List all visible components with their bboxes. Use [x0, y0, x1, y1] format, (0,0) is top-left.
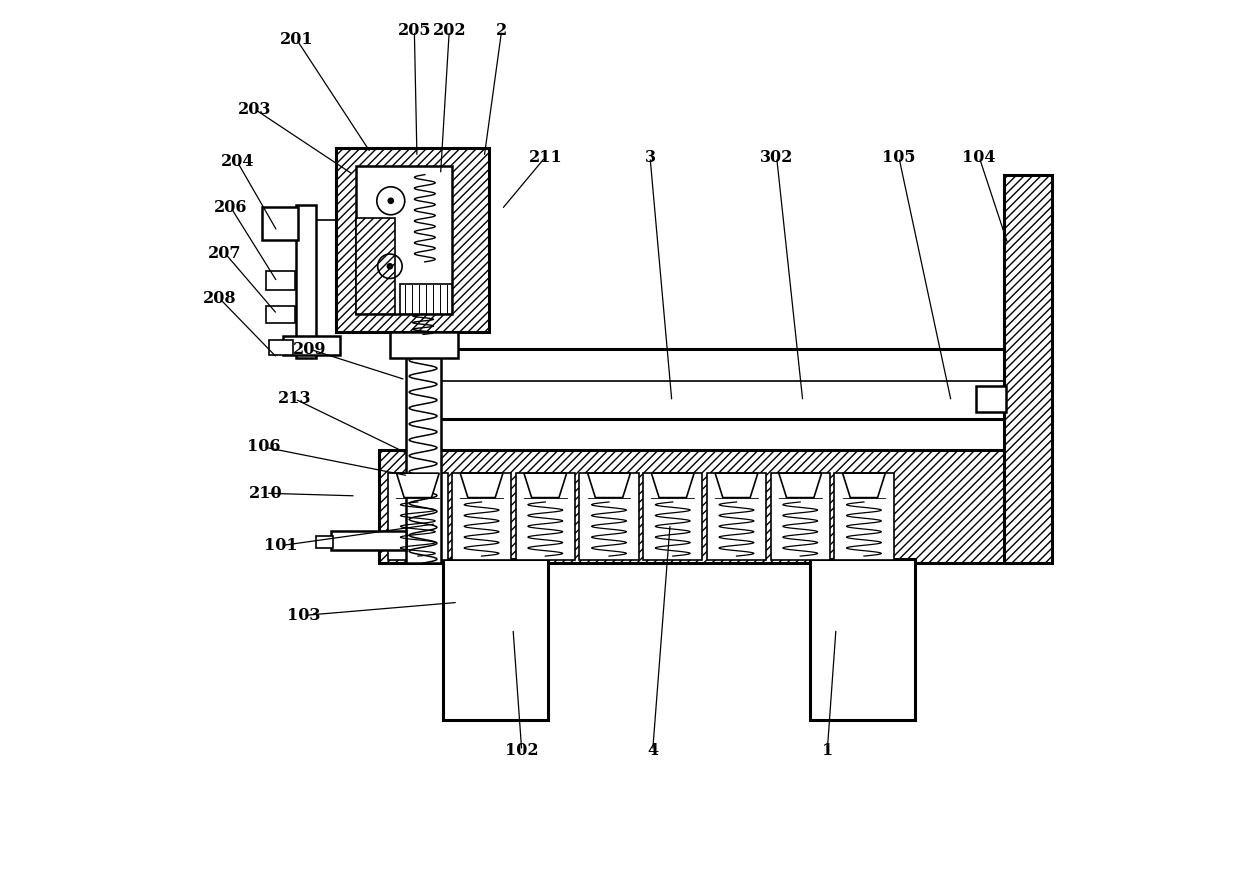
- Text: 3: 3: [644, 148, 655, 166]
- Bar: [356, 218, 395, 314]
- Text: 106: 106: [247, 438, 280, 456]
- Polygon shape: [652, 473, 694, 498]
- Text: 209: 209: [292, 340, 326, 358]
- Bar: [834, 473, 893, 560]
- Text: 211: 211: [528, 148, 563, 166]
- Text: 1: 1: [821, 742, 833, 760]
- Polygon shape: [779, 473, 821, 498]
- Bar: [399, 284, 452, 314]
- Bar: [316, 536, 333, 548]
- Bar: [515, 473, 575, 560]
- Bar: [266, 271, 295, 290]
- Bar: [422, 349, 1004, 419]
- Polygon shape: [587, 473, 631, 498]
- Bar: [580, 473, 639, 560]
- Polygon shape: [715, 473, 758, 498]
- Bar: [975, 386, 1006, 412]
- Text: 4: 4: [647, 742, 658, 760]
- Bar: [269, 340, 292, 355]
- Text: 202: 202: [432, 22, 466, 39]
- Bar: [771, 473, 830, 560]
- Bar: [261, 207, 299, 240]
- Polygon shape: [396, 473, 439, 498]
- Bar: [1004, 175, 1052, 563]
- Bar: [331, 531, 405, 550]
- Text: 105: 105: [882, 148, 916, 166]
- Bar: [390, 332, 458, 358]
- Bar: [706, 473, 766, 560]
- Bar: [452, 473, 512, 560]
- Text: 201: 201: [280, 31, 313, 48]
- Bar: [643, 473, 703, 560]
- Bar: [810, 559, 914, 720]
- Text: 213: 213: [278, 390, 311, 408]
- Text: 101: 101: [264, 537, 297, 554]
- Bar: [405, 332, 441, 563]
- Text: 203: 203: [238, 100, 271, 118]
- Text: 302: 302: [760, 148, 793, 166]
- Text: 2: 2: [496, 22, 507, 39]
- Text: 103: 103: [286, 607, 320, 624]
- Circle shape: [388, 198, 394, 203]
- Bar: [284, 336, 341, 355]
- Polygon shape: [460, 473, 503, 498]
- Text: 210: 210: [249, 485, 282, 502]
- Polygon shape: [524, 473, 566, 498]
- Text: 204: 204: [221, 153, 254, 170]
- Text: 206: 206: [214, 199, 248, 217]
- Polygon shape: [843, 473, 886, 498]
- Text: 205: 205: [398, 22, 431, 39]
- Bar: [266, 306, 295, 323]
- Text: 104: 104: [963, 148, 996, 166]
- Bar: [444, 559, 548, 720]
- Bar: [296, 205, 316, 358]
- Bar: [388, 473, 447, 560]
- Text: 102: 102: [506, 742, 539, 760]
- Text: 208: 208: [203, 290, 237, 307]
- Bar: [336, 148, 488, 332]
- Bar: [356, 166, 452, 314]
- Text: 207: 207: [208, 244, 242, 262]
- Bar: [379, 450, 1026, 563]
- Circle shape: [388, 264, 393, 269]
